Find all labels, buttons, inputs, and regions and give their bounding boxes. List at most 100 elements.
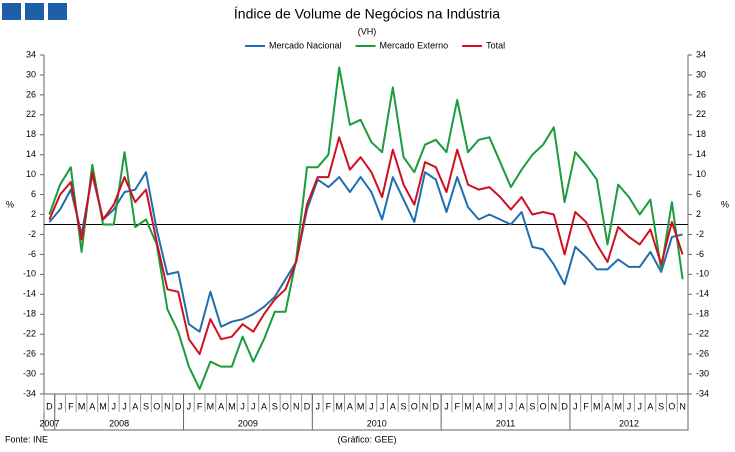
x-tick-label: A	[347, 401, 353, 411]
y2-tick-label: 6	[696, 189, 701, 199]
x-tick-label: A	[218, 401, 224, 411]
x-tick-label: M	[486, 401, 494, 411]
y-tick-label: 34	[26, 49, 36, 59]
y-tick-label: -26	[23, 348, 36, 358]
y-tick-label: 26	[26, 89, 36, 99]
x-tick-label: J	[637, 401, 642, 411]
y2-tick-label: 10	[696, 169, 706, 179]
y-tick-label: 22	[26, 109, 36, 119]
series-line	[48, 66, 684, 390]
chart-title: Índice de Volume de Negócios na Indústri…	[234, 6, 500, 22]
y2-axis-label: %	[721, 199, 729, 209]
x-tick-label: A	[261, 401, 267, 411]
x-tick-label: O	[668, 401, 675, 411]
x-tick-label: J	[573, 401, 578, 411]
x-tick-label: O	[153, 401, 160, 411]
x-tick-label: S	[143, 401, 149, 411]
x-tick-label: M	[335, 401, 343, 411]
x-tick-label: M	[614, 401, 622, 411]
x-tick-label: S	[272, 401, 278, 411]
x-tick-label: J	[444, 401, 449, 411]
y-tick-label: -14	[23, 289, 36, 299]
y-axis-label: %	[6, 199, 14, 209]
logo-box	[2, 3, 21, 20]
y2-tick-label: -6	[696, 249, 704, 259]
y-tick-label: 2	[31, 209, 36, 219]
x-tick-label: A	[390, 401, 396, 411]
x-tick-label: D	[433, 401, 440, 411]
x-tick-label: A	[519, 401, 525, 411]
x-tick-label: J	[240, 401, 245, 411]
series-line	[48, 136, 684, 356]
y-tick-label: -6	[28, 249, 36, 259]
x-tick-label: A	[89, 401, 95, 411]
y2-tick-label: -14	[696, 289, 709, 299]
y2-tick-label: -30	[696, 368, 709, 378]
x-tick-label: S	[401, 401, 407, 411]
y2-tick-label: 34	[696, 49, 706, 59]
x-tick-label: M	[228, 401, 236, 411]
y2-tick-label: 26	[696, 89, 706, 99]
y2-tick-label: -26	[696, 348, 709, 358]
x-tick-label: J	[315, 401, 320, 411]
y2-tick-label: -2	[696, 229, 704, 239]
x-tick-label: N	[422, 401, 429, 411]
credit: (Gráfico: GEE)	[337, 434, 396, 444]
legend-label: Mercado Nacional	[269, 40, 342, 50]
y-tick-label: -22	[23, 329, 36, 339]
x-tick-label: N	[679, 401, 686, 411]
logo-box	[25, 3, 44, 20]
x-tick-label: O	[411, 401, 418, 411]
legend-label: Total	[486, 40, 505, 50]
x-tick-label: S	[658, 401, 664, 411]
y-tick-label: -18	[23, 309, 36, 319]
x-tick-label: D	[175, 401, 182, 411]
x-tick-label: J	[58, 401, 63, 411]
y2-tick-label: -34	[696, 388, 709, 398]
year-label: 2012	[619, 418, 639, 428]
x-tick-label: N	[164, 401, 171, 411]
x-tick-label: J	[187, 401, 192, 411]
x-tick-label: J	[251, 401, 256, 411]
y2-tick-label: -18	[696, 309, 709, 319]
x-tick-label: N	[551, 401, 558, 411]
x-tick-label: M	[207, 401, 215, 411]
y2-tick-label: 14	[696, 149, 706, 159]
x-tick-label: J	[509, 401, 514, 411]
y-tick-label: -30	[23, 368, 36, 378]
y-tick-label: -34	[23, 388, 36, 398]
x-tick-label: O	[282, 401, 289, 411]
x-tick-label: M	[357, 401, 365, 411]
x-tick-label: M	[99, 401, 107, 411]
y2-tick-label: -22	[696, 329, 709, 339]
x-tick-label: A	[476, 401, 482, 411]
source: Fonte: INE	[5, 434, 48, 444]
y2-tick-label: 22	[696, 109, 706, 119]
x-tick-label: M	[78, 401, 86, 411]
x-tick-label: J	[498, 401, 503, 411]
y2-tick-label: -10	[696, 269, 709, 279]
y2-tick-label: 2	[696, 209, 701, 219]
x-tick-label: J	[122, 401, 127, 411]
year-label: 2010	[367, 418, 387, 428]
year-label: 2011	[496, 418, 515, 428]
y-tick-label: 30	[26, 69, 36, 79]
x-tick-label: J	[369, 401, 374, 411]
x-tick-label: J	[112, 401, 117, 411]
y-tick-label: 6	[31, 189, 36, 199]
year-label: 2009	[238, 418, 258, 428]
x-tick-label: S	[529, 401, 535, 411]
y2-tick-label: 18	[696, 129, 706, 139]
x-tick-label: F	[68, 401, 74, 411]
chart-subtitle: (VH)	[358, 26, 377, 36]
y-tick-label: 18	[26, 129, 36, 139]
legend-label: Mercado Externo	[380, 40, 449, 50]
x-tick-label: F	[583, 401, 589, 411]
x-tick-label: A	[604, 401, 610, 411]
x-tick-label: D	[304, 401, 311, 411]
x-tick-label: J	[380, 401, 385, 411]
x-tick-label: M	[464, 401, 472, 411]
x-tick-label: D	[46, 401, 53, 411]
x-tick-label: J	[627, 401, 632, 411]
